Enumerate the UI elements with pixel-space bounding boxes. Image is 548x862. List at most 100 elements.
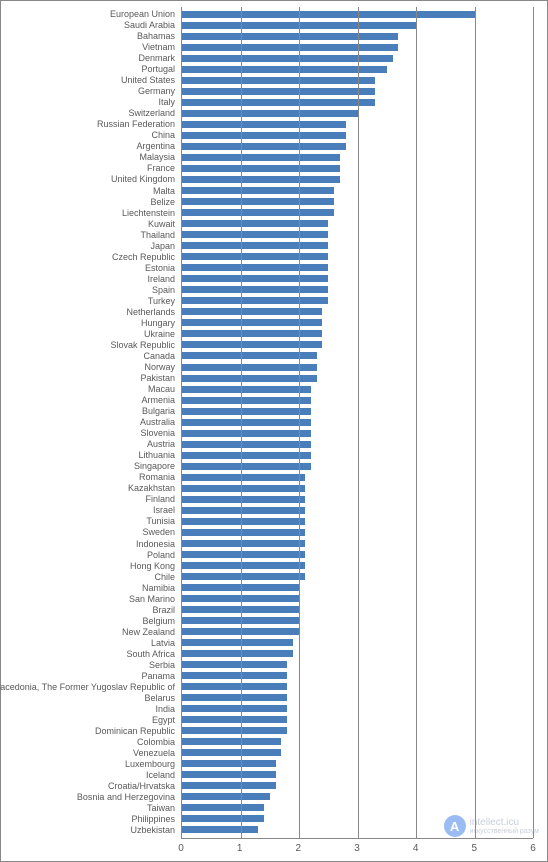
category-label: Argentina <box>1 142 179 152</box>
gridline <box>358 7 359 838</box>
bar <box>182 154 340 161</box>
bar <box>182 727 287 734</box>
bar <box>182 507 305 514</box>
bar <box>182 397 311 404</box>
bar <box>182 694 287 701</box>
category-label: Panama <box>1 671 179 681</box>
category-label: Singapore <box>1 462 179 472</box>
bar <box>182 11 475 18</box>
category-label: Denmark <box>1 54 179 64</box>
x-tick-label: 5 <box>472 843 478 854</box>
x-axis: 0123456 <box>181 843 533 857</box>
bar <box>182 176 340 183</box>
category-label: Malta <box>1 186 179 196</box>
category-label: Norway <box>1 363 179 373</box>
bar <box>182 518 305 525</box>
category-label: Slovenia <box>1 429 179 439</box>
category-label: Dominican Republic <box>1 727 179 737</box>
category-label: Finland <box>1 495 179 505</box>
category-label: Vietnam <box>1 43 179 53</box>
watermark-subtext: искусственный разум <box>470 828 539 835</box>
bar <box>182 419 311 426</box>
gridline <box>299 7 300 838</box>
category-label: Japan <box>1 241 179 251</box>
category-label: Czech Republic <box>1 252 179 262</box>
y-axis-labels: European UnionSaudi ArabiaBahamasVietnam… <box>1 7 179 839</box>
category-label: Austria <box>1 440 179 450</box>
category-label: Egypt <box>1 716 179 726</box>
chart-frame: European UnionSaudi ArabiaBahamasVietnam… <box>0 0 548 862</box>
bar <box>182 209 334 216</box>
category-label: Lithuania <box>1 451 179 461</box>
bar <box>182 826 258 833</box>
bar <box>182 364 317 371</box>
category-label: United States <box>1 76 179 86</box>
bar <box>182 529 305 536</box>
category-label: Ireland <box>1 274 179 284</box>
bar <box>182 187 334 194</box>
watermark-text-block: intellect.icu искусственный разум <box>470 818 539 835</box>
bar <box>182 672 287 679</box>
bar <box>182 44 398 51</box>
bar <box>182 408 311 415</box>
category-label: Liechtenstein <box>1 208 179 218</box>
category-label: San Marino <box>1 594 179 604</box>
x-tick-label: 1 <box>237 843 243 854</box>
bar <box>182 375 317 382</box>
x-tick-label: 4 <box>413 843 419 854</box>
bar <box>182 297 328 304</box>
watermark-text: intellect.icu <box>470 818 539 828</box>
x-tick-label: 2 <box>296 843 302 854</box>
x-tick-label: 6 <box>530 843 536 854</box>
category-label: Belize <box>1 197 179 207</box>
bar <box>182 683 287 690</box>
category-label: Luxembourg <box>1 760 179 770</box>
bar <box>182 650 293 657</box>
category-label: Bulgaria <box>1 407 179 417</box>
bar <box>182 749 281 756</box>
category-label: Namibia <box>1 583 179 593</box>
category-label: European Union <box>1 10 179 20</box>
category-label: South Africa <box>1 649 179 659</box>
category-label: Bosnia and Herzegovina <box>1 793 179 803</box>
bar <box>182 705 287 712</box>
bar <box>182 793 270 800</box>
category-label: Australia <box>1 418 179 428</box>
bar <box>182 231 328 238</box>
category-label: Malaysia <box>1 153 179 163</box>
bar <box>182 88 375 95</box>
category-label: Belgium <box>1 616 179 626</box>
bar <box>182 771 276 778</box>
category-label: Israel <box>1 506 179 516</box>
category-label: Croatia/Hrvatska <box>1 782 179 792</box>
bar <box>182 253 328 260</box>
category-label: Brazil <box>1 605 179 615</box>
category-label: Belarus <box>1 693 179 703</box>
category-label: Ukraine <box>1 329 179 339</box>
category-label: United Kingdom <box>1 175 179 185</box>
x-tick-label: 3 <box>354 843 360 854</box>
bar <box>182 573 305 580</box>
category-label: India <box>1 704 179 714</box>
category-label: Uzbekistan <box>1 826 179 836</box>
bar <box>182 220 328 227</box>
category-label: Kuwait <box>1 219 179 229</box>
category-label: Spain <box>1 285 179 295</box>
gridline <box>241 7 242 838</box>
bar <box>182 716 287 723</box>
category-label: Italy <box>1 98 179 108</box>
category-label: Indonesia <box>1 539 179 549</box>
bar <box>182 275 328 282</box>
category-label: Slovak Republic <box>1 340 179 350</box>
bar <box>182 143 346 150</box>
category-label: Chile <box>1 572 179 582</box>
plot-area <box>181 7 533 839</box>
category-label: Serbia <box>1 660 179 670</box>
category-label: China <box>1 131 179 141</box>
category-label: Turkey <box>1 296 179 306</box>
bar <box>182 562 305 569</box>
category-label: Iceland <box>1 771 179 781</box>
category-label: Bahamas <box>1 32 179 42</box>
bar <box>182 99 375 106</box>
bar <box>182 308 322 315</box>
